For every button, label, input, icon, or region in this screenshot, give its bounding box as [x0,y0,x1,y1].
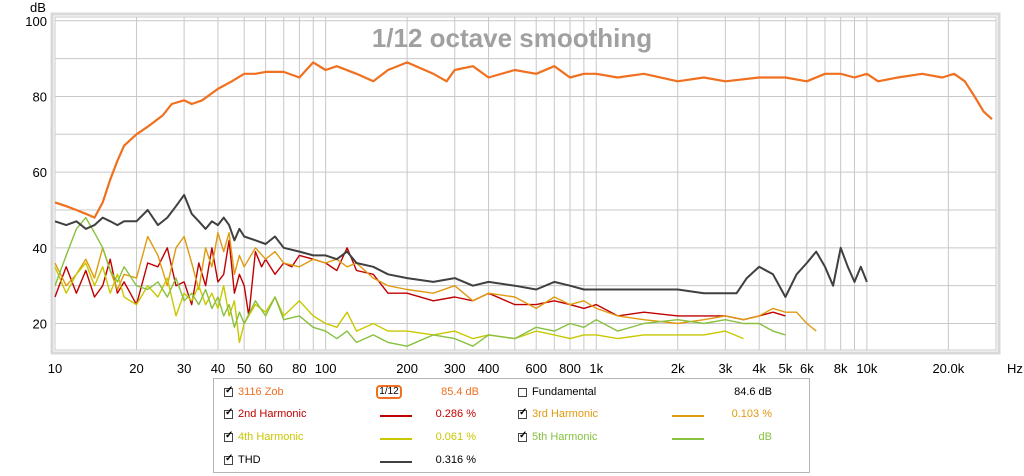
legend-value-3rd: 0.103 % [731,408,772,420]
x-tick-label: 800 [559,361,581,376]
legend-value-thd: 0.316 % [435,454,476,466]
x-tick-label: 3k [719,361,733,376]
x-tick-label: 4k [752,361,766,376]
x-tick-label: 200 [396,361,418,376]
y-tick-label: 80 [33,89,47,104]
legend-value-zob: 85.4 dB [441,386,479,398]
x-axis-label: Hz [1007,361,1023,376]
x-tick-label: 600 [525,361,547,376]
legend-label-4th: 4th Harmonic [238,431,304,443]
fundamental-checkbox[interactable] [518,388,527,397]
y-axis-label: dB [30,0,46,15]
x-tick-label: 20.0k [932,361,964,376]
2nd-harmonic-checkbox[interactable] [224,407,233,419]
4th-harmonic-checkbox[interactable] [224,430,233,442]
x-tick-label: 10 [48,361,62,376]
x-tick-label: 20 [129,361,143,376]
legend-label-2nd: 2nd Harmonic [238,408,307,420]
thd-checkbox[interactable] [224,453,233,465]
y-tick-label: 60 [33,165,47,180]
x-tick-label: 5k [779,361,793,376]
series-line-3116-zob [54,61,993,219]
legend-line-3rd [672,415,704,417]
x-tick-label: 10k [856,361,877,376]
legend-value-2nd: 0.286 % [435,408,476,420]
legend-line-5th [672,438,704,440]
zob-checkbox[interactable] [224,385,233,397]
x-tick-label: 60 [258,361,272,376]
legend-label-thd: THD [238,454,261,466]
series-line-thd [54,193,868,298]
y-tick-label: 40 [33,241,47,256]
chart-title: 1/12 octave smoothing [372,23,652,53]
legend-label-3rd: 3rd Harmonic [532,408,599,420]
legend-label-5th: 5th Harmonic [532,431,598,443]
legend-line-2nd [380,415,412,417]
legend-line-4th [380,438,412,440]
x-tick-label: 100 [315,361,337,376]
plot-frame-shadow [50,12,1001,355]
series-line-2nd-harmonic [54,239,786,321]
3rd-harmonic-checkbox[interactable] [518,407,527,419]
series-line-3rd-harmonic [54,232,817,332]
legend-value-fundamental: 84.6 dB [734,386,772,398]
legend-row-4th-5th: 4th Harmonic 0.061 % 5th Harmonic dB [214,430,809,448]
x-tick-label: 1k [589,361,603,376]
legend-row-2nd-3rd: 2nd Harmonic 0.286 % 3rd Harmonic 0.103 … [214,407,809,425]
y-tick-label: 20 [33,317,47,332]
5th-harmonic-checkbox[interactable] [518,430,527,442]
x-tick-label: 6k [800,361,814,376]
x-tick-label: 8k [834,361,848,376]
legend-label-zob: 3116 Zob [238,386,284,398]
legend-value-5th: dB [758,431,772,443]
x-tick-label: 50 [237,361,251,376]
x-tick-label: 30 [177,361,191,376]
x-tick-label: 80 [292,361,306,376]
y-tick-label: 100 [25,14,47,29]
x-tick-label: 40 [211,361,225,376]
legend-value-4th: 0.061 % [435,431,476,443]
x-tick-label: 2k [671,361,685,376]
x-tick-label: 300 [444,361,466,376]
legend-label-fundamental: Fundamental [532,386,597,398]
series-line-4th-harmonic [54,262,744,344]
legend-row-zob: 3116 Zob 1/12 85.4 dB Fundamental 84.6 d… [214,385,809,403]
x-tick-label: 400 [478,361,500,376]
legend-line-thd [380,461,412,463]
legend-row-thd: THD 0.316 % [214,453,809,471]
smoothing-button[interactable]: 1/12 [376,385,402,399]
series-line-5th-harmonic [54,216,786,347]
legend-panel: 3116 Zob 1/12 85.4 dB Fundamental 84.6 d… [213,378,810,473]
